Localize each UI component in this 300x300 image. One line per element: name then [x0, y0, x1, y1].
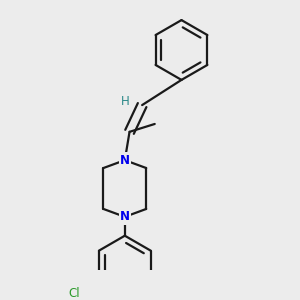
Text: H: H: [120, 95, 129, 108]
Text: Cl: Cl: [68, 287, 80, 300]
Text: N: N: [120, 210, 130, 223]
Text: N: N: [120, 154, 130, 167]
